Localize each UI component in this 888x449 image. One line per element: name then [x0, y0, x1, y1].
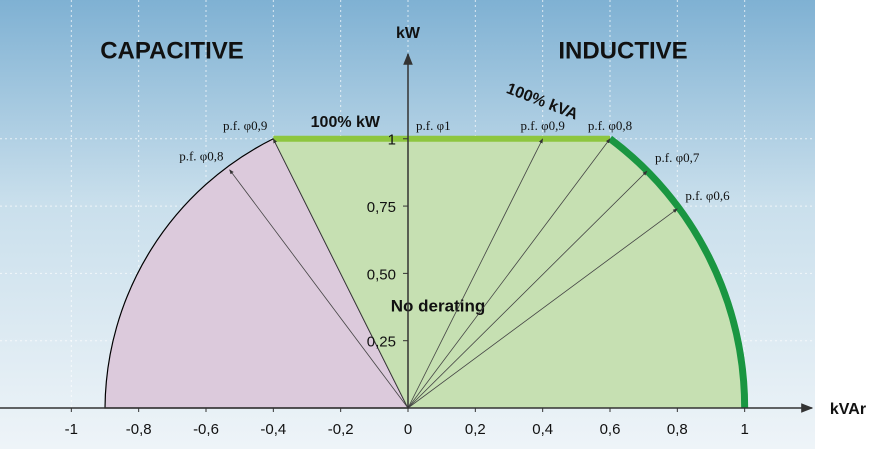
margin [815, 0, 888, 449]
pf-label: p.f. φ1 [416, 118, 451, 133]
kva-limit [607, 135, 749, 409]
x-tick-label: 0,4 [532, 421, 553, 438]
y-tick-label: 0,75 [367, 199, 396, 216]
x-tick-label: -0,4 [260, 421, 286, 438]
x-tick-label: -0,2 [328, 421, 354, 438]
pf-ray [229, 169, 409, 409]
pf-ray [407, 138, 611, 409]
x-tick-label: -1 [65, 421, 78, 438]
pf-ray [407, 170, 648, 409]
x-tick-label: 0 [404, 421, 412, 438]
x-axis-label: kVAr [830, 401, 866, 418]
pf-label: p.f. φ0,6 [685, 188, 730, 203]
region-label: INDUCTIVE [558, 37, 687, 64]
pf-label: p.f. φ0,8 [588, 118, 632, 133]
x-tick-label: 0,6 [600, 421, 621, 438]
x-tick-label: -0,8 [126, 421, 152, 438]
kw-limit-label: 100% kW [311, 114, 381, 131]
pf-ray [407, 138, 544, 409]
pf-label: p.f. φ0,9 [520, 118, 564, 133]
capacitive-region [104, 137, 409, 409]
pf-label: p.f. φ0,7 [655, 150, 700, 165]
x-tick-label: 1 [740, 421, 748, 438]
region-label: CAPACITIVE [100, 37, 244, 64]
x-tick-label: -0,6 [193, 421, 219, 438]
pf-label: p.f. φ0,9 [223, 118, 267, 133]
x-tick-label: 0,2 [465, 421, 486, 438]
y-tick-label: 0,25 [367, 334, 396, 351]
pf-label: p.f. φ0,8 [179, 149, 223, 164]
center-label: No derating [391, 296, 485, 315]
y-tick-label: 0,50 [367, 266, 396, 283]
pf-ray [407, 208, 678, 409]
y-tick-label: 1 [388, 132, 396, 149]
x-tick-label: 0,8 [667, 421, 688, 438]
y-axis-label: kW [396, 25, 421, 42]
pf-ray [272, 138, 409, 409]
